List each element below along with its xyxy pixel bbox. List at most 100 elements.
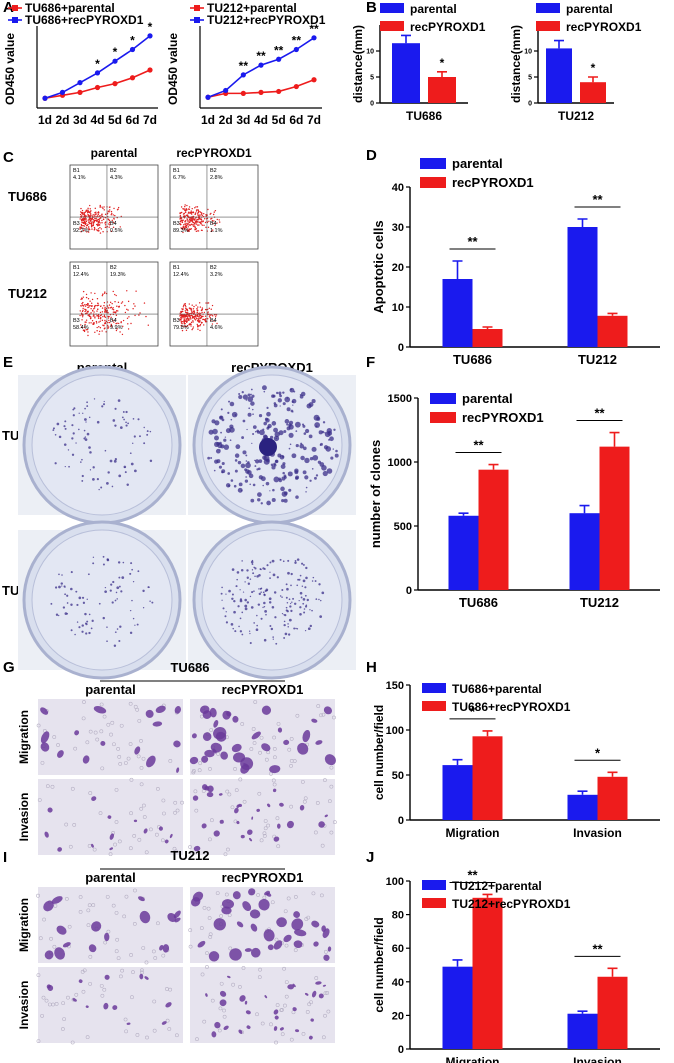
bar <box>442 966 473 1049</box>
cell <box>206 791 214 798</box>
cell <box>62 942 71 948</box>
legend-label: recPYROXD1 <box>566 20 642 34</box>
colony-spot <box>280 486 285 492</box>
cell <box>213 720 219 728</box>
bar <box>442 279 473 347</box>
gate-name: B3 <box>73 318 80 324</box>
flow-dot <box>204 318 206 321</box>
colony-spot <box>312 454 319 461</box>
cell <box>158 826 163 831</box>
pore <box>238 777 243 782</box>
colony-spot <box>300 596 303 599</box>
flow-dot <box>99 232 102 234</box>
cell <box>202 732 212 741</box>
colony-spot <box>146 433 149 436</box>
flow-dot <box>95 213 97 216</box>
flow-dot <box>99 305 102 308</box>
legend-label: TU212+recPYROXD1 <box>452 897 571 911</box>
pore <box>119 723 124 728</box>
pore <box>126 756 131 761</box>
cell <box>91 843 94 848</box>
pore <box>252 741 257 745</box>
colony-spot <box>292 404 294 406</box>
legend-swatch <box>422 880 446 890</box>
cell <box>297 742 309 755</box>
flow-dot <box>183 208 186 210</box>
gate-name: B3 <box>173 221 180 227</box>
flow-dot <box>192 326 195 328</box>
column-header: parental <box>85 870 136 885</box>
flow-dot <box>195 206 197 208</box>
flow-dot <box>132 308 134 310</box>
flow-dot <box>186 228 188 230</box>
colony-spot <box>279 394 282 398</box>
flow-dot <box>82 301 84 304</box>
colony-spot <box>266 500 271 506</box>
cell <box>47 807 53 813</box>
gate-percent: 9.9% <box>110 325 123 331</box>
cell <box>197 940 206 948</box>
legend-label: parental <box>462 391 513 406</box>
colony-spot <box>121 416 124 419</box>
colony-spot <box>295 495 299 499</box>
colony-spot <box>239 630 243 633</box>
flow-dot <box>120 321 122 323</box>
annotation: ** <box>467 867 478 882</box>
flow-dot <box>203 311 206 314</box>
pore <box>319 713 323 718</box>
pore <box>175 808 180 813</box>
cell <box>251 731 261 740</box>
flow-dot <box>211 220 214 222</box>
flow-dot <box>93 219 95 221</box>
pore <box>311 891 316 896</box>
flow-dot <box>199 211 201 213</box>
pore <box>108 852 113 857</box>
pore <box>188 928 193 933</box>
y-tick-label: 50 <box>392 770 404 782</box>
pore <box>263 826 268 831</box>
flow-dot <box>96 330 98 332</box>
colony-spot <box>262 606 264 609</box>
colony-spot <box>245 476 247 478</box>
flow-dot <box>197 328 199 330</box>
flow-dot <box>89 220 92 222</box>
flow-dot <box>210 218 212 220</box>
flow-dot <box>112 308 115 311</box>
flow-dot <box>97 304 100 307</box>
colony-spot <box>139 435 141 438</box>
flow-dot <box>199 314 202 317</box>
colony-spot <box>237 460 242 465</box>
flow-dot <box>204 308 207 311</box>
flow-dot <box>92 315 95 317</box>
column-header: recPYROXD1 <box>176 146 252 160</box>
colony-spot <box>272 638 274 640</box>
cell <box>283 739 290 746</box>
colony-spot <box>220 431 222 434</box>
colony-spot <box>76 621 79 623</box>
flow-dot <box>204 218 206 220</box>
pore <box>72 822 77 827</box>
flow-dot <box>189 224 191 226</box>
flow-dot <box>98 330 101 333</box>
flow-dot <box>143 302 146 304</box>
flow-dot <box>200 321 203 324</box>
flow-dot <box>84 304 86 306</box>
flow-dot <box>134 305 136 307</box>
flow-dot <box>116 328 118 330</box>
flow-dot <box>188 218 191 221</box>
pore <box>287 747 292 752</box>
cell <box>261 743 271 752</box>
cell <box>152 721 163 727</box>
colony-spot <box>249 641 252 645</box>
colony-spot <box>299 591 303 595</box>
pore <box>218 1006 223 1011</box>
cell <box>146 755 156 768</box>
colony-spot <box>278 391 282 395</box>
colony-spot <box>263 601 266 605</box>
flow-dot <box>87 303 90 305</box>
annotation: ** <box>467 234 478 249</box>
pore <box>313 830 318 835</box>
flow-dot <box>205 302 207 304</box>
colony-spot <box>118 585 121 588</box>
flow-dot <box>189 212 191 214</box>
